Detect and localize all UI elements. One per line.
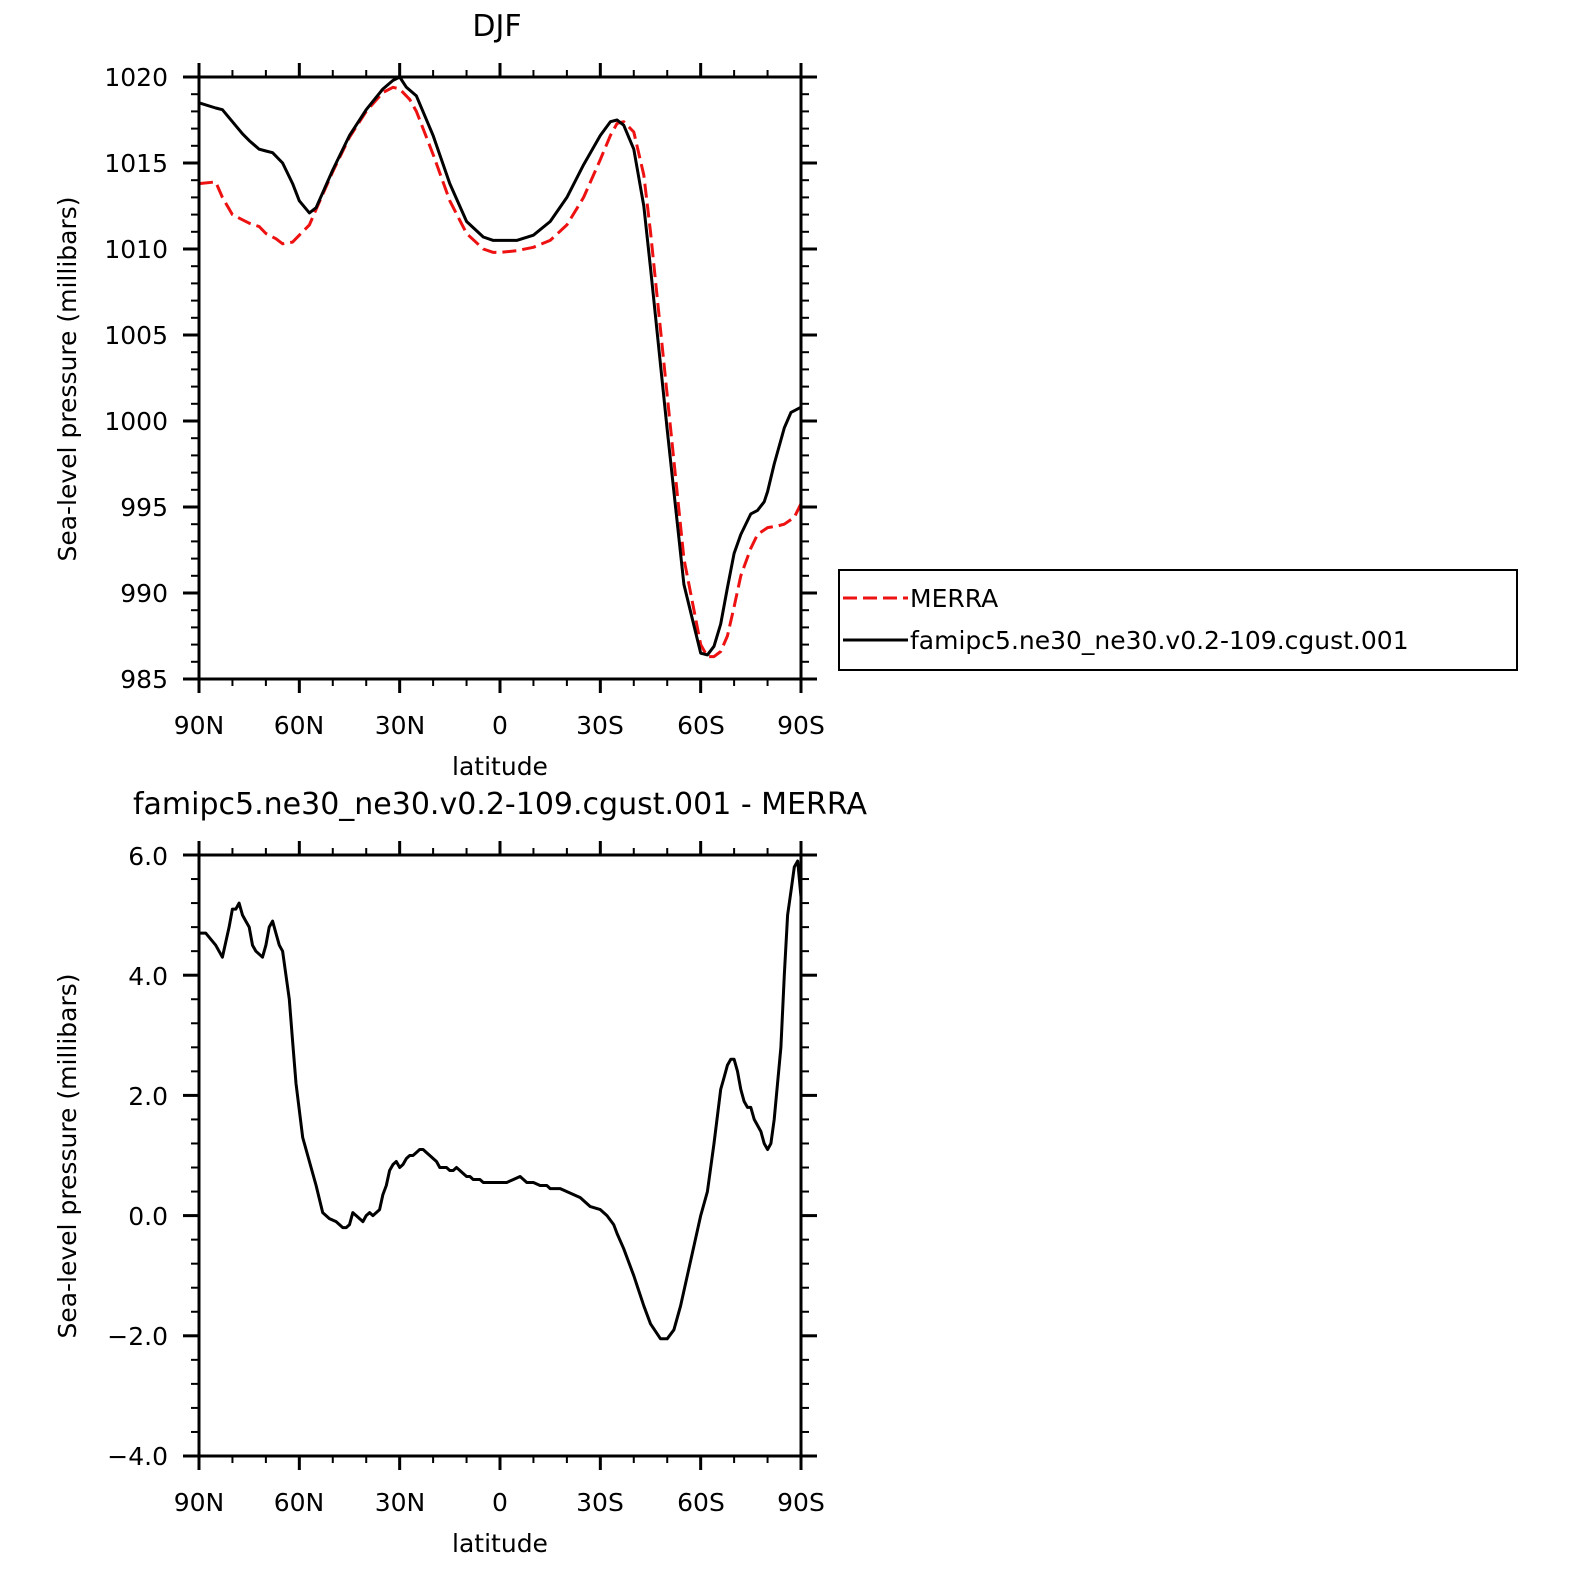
bottom-series-group <box>199 859 803 1341</box>
y-tick-label: −4.0 <box>107 1442 168 1471</box>
bottom-x-axis-title: latitude <box>452 1529 548 1558</box>
y-tick-label: 1000 <box>104 407 168 436</box>
series-line-difference <box>199 859 803 1341</box>
y-tick-label: 985 <box>120 665 168 694</box>
y-tick-label: 1015 <box>104 149 168 178</box>
y-tick-label: 995 <box>120 493 168 522</box>
x-tick-label: 60S <box>677 1488 725 1517</box>
x-tick-label: 90N <box>174 711 225 740</box>
bottom-panel: famipc5.ne30_ne30.v0.2-109.cgust.001 - M… <box>53 787 867 1558</box>
y-tick-label: 4.0 <box>128 962 168 991</box>
top-plot-frame <box>197 75 803 681</box>
x-tick-label: 0 <box>492 711 508 740</box>
x-tick-label: 90S <box>777 1488 825 1517</box>
y-tick-label: 1020 <box>104 63 168 92</box>
top-panel: DJF 90N 60N 30N 0 30S 60S 90S 985 990 99… <box>53 9 1518 781</box>
y-tick-label: 1005 <box>104 321 168 350</box>
x-tick-label: 90N <box>174 1488 225 1517</box>
x-tick-label: 30S <box>576 1488 624 1517</box>
y-tick-label: −2.0 <box>107 1322 168 1351</box>
y-tick-label: 0.0 <box>128 1202 168 1231</box>
bottom-y-tick-labels: −4.0 −2.0 0.0 2.0 4.0 6.0 <box>107 842 168 1471</box>
x-tick-label: 60N <box>274 711 325 740</box>
series-line-famipc5 <box>198 75 802 657</box>
legend-label-famipc5: famipc5.ne30_ne30.v0.2-109.cgust.001 <box>910 626 1409 655</box>
x-tick-label: 30N <box>375 711 426 740</box>
legend: MERRA famipc5.ne30_ne30.v0.2-109.cgust.0… <box>838 569 1518 671</box>
top-chart-title: DJF <box>472 9 521 44</box>
legend-label-merra: MERRA <box>910 584 998 613</box>
bottom-x-tick-labels: 90N 60N 30N 0 30S 60S 90S <box>174 1488 825 1517</box>
legend-box <box>838 569 1518 671</box>
x-tick-label: 60S <box>677 711 725 740</box>
series-line-merra <box>198 85 803 659</box>
top-series-group <box>198 75 803 659</box>
x-tick-label: 90S <box>777 711 825 740</box>
y-tick-label: 6.0 <box>128 842 168 871</box>
bottom-axis-ticks <box>183 841 817 1470</box>
top-x-tick-labels: 90N 60N 30N 0 30S 60S 90S <box>174 711 825 740</box>
top-y-axis-title: Sea-level pressure (millibars) <box>53 196 82 561</box>
x-tick-label: 30N <box>375 1488 426 1517</box>
bottom-y-axis-title: Sea-level pressure (millibars) <box>53 973 82 1338</box>
top-axis-ticks <box>183 63 817 693</box>
y-tick-label: 990 <box>120 579 168 608</box>
x-tick-label: 30S <box>576 711 624 740</box>
top-x-axis-title: latitude <box>452 752 548 781</box>
top-y-tick-labels: 985 990 995 1000 1005 1010 1015 1020 <box>104 63 168 694</box>
bottom-plot-frame <box>197 853 803 1458</box>
x-tick-label: 0 <box>492 1488 508 1517</box>
x-tick-label: 60N <box>274 1488 325 1517</box>
y-tick-label: 1010 <box>104 235 168 264</box>
y-tick-label: 2.0 <box>128 1082 168 1111</box>
bottom-chart-title: famipc5.ne30_ne30.v0.2-109.cgust.001 - M… <box>133 787 868 822</box>
